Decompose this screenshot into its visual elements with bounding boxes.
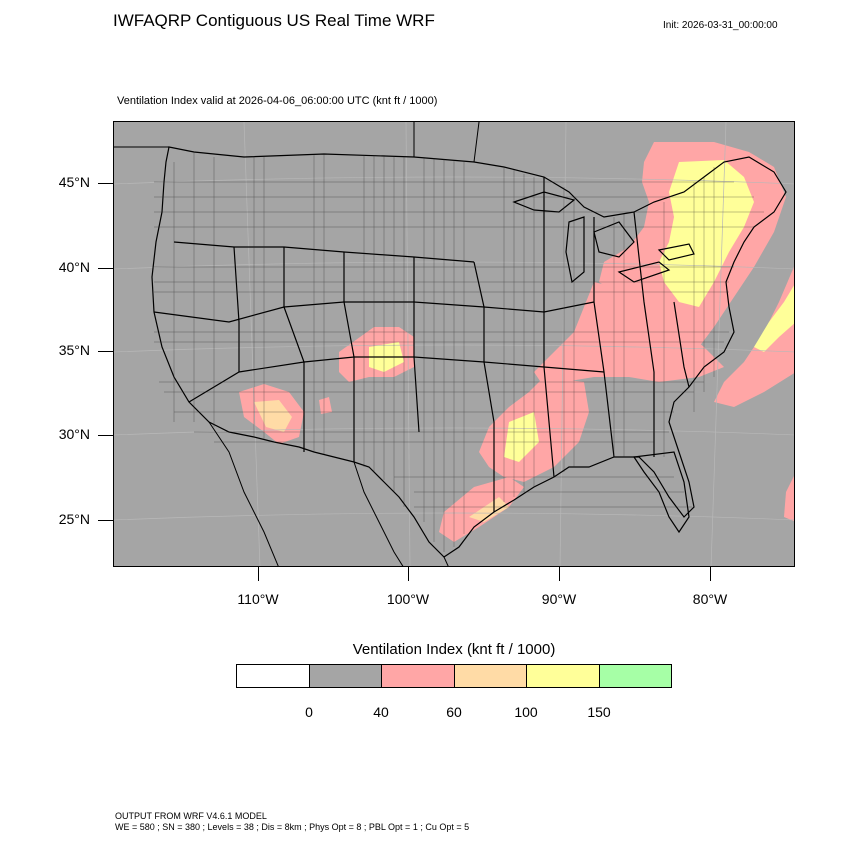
colorbar-swatch-0 xyxy=(237,665,310,687)
lon-label-100w: 100°W xyxy=(386,591,430,607)
shade-atlantic-yellow xyxy=(754,285,794,352)
vi-shading xyxy=(239,142,794,542)
lat-tick xyxy=(98,183,113,184)
lat-label-30n: 30°N xyxy=(58,426,90,442)
lat-tick xyxy=(98,351,113,352)
colorbar-swatch-1 xyxy=(309,665,382,687)
lon-label-110w: 110°W xyxy=(237,591,279,607)
shade-atlantic-south xyxy=(784,476,794,522)
lat-label-35n: 35°N xyxy=(58,342,90,358)
lon-label-90w: 90°W xyxy=(541,591,577,607)
county-lines xyxy=(154,152,764,552)
footer-line-1: OUTPUT FROM WRF V4.6.1 MODEL xyxy=(115,811,267,821)
lon-tick xyxy=(559,567,560,581)
colorbar-swatch-2 xyxy=(382,665,455,687)
graticule xyxy=(114,122,794,566)
colorbar-tick-label: 150 xyxy=(587,704,611,720)
colorbar-tick-label: 60 xyxy=(446,704,462,720)
lat-label-25n: 25°N xyxy=(58,511,90,527)
init-time: Init: 2026-03-31_00:00:00 xyxy=(663,20,778,31)
lat-tick xyxy=(98,520,113,521)
colorbar-title: Ventilation Index (knt ft / 1000) xyxy=(352,641,556,658)
shade-atlantic-pink xyxy=(714,266,794,407)
colorbar-swatch-4 xyxy=(527,665,600,687)
colorbar-swatch-5 xyxy=(599,665,671,687)
lat-label-40n: 40°N xyxy=(58,259,90,275)
footer-line-2: WE = 580 ; SN = 380 ; Levels = 38 ; Dis … xyxy=(115,822,470,832)
lat-tick xyxy=(98,268,113,269)
lon-tick xyxy=(408,567,409,581)
model-info-footer: OUTPUT FROM WRF V4.6.1 MODEL WE = 580 ; … xyxy=(115,811,469,833)
lat-label-45n: 45°N xyxy=(58,174,90,190)
colorbar-swatch-3 xyxy=(454,665,527,687)
shade-arizona-spot xyxy=(319,397,332,414)
map-panel xyxy=(113,121,795,567)
shade-texas-coast-peach xyxy=(469,497,509,522)
colorbar-tick-label: 100 xyxy=(514,704,538,720)
colorbar-tick-label: 40 xyxy=(373,704,389,720)
map-graphic xyxy=(114,122,794,566)
shade-gulf-yellow xyxy=(504,412,539,462)
lon-tick xyxy=(710,567,711,581)
plot-subtitle: Ventilation Index valid at 2026-04-06_06… xyxy=(117,95,438,107)
lat-tick xyxy=(98,435,113,436)
lon-label-80w: 80°W xyxy=(692,591,728,607)
shade-northeast-yellow xyxy=(659,160,754,307)
colorbar xyxy=(236,664,672,688)
shade-ohio-pink xyxy=(534,282,724,387)
lon-tick xyxy=(258,567,259,581)
shade-arizona-peach xyxy=(254,400,292,432)
plot-title: IWFAQRP Contiguous US Real Time WRF xyxy=(113,11,435,30)
colorbar-tick-label: 0 xyxy=(305,704,313,720)
international-borders xyxy=(114,122,480,566)
